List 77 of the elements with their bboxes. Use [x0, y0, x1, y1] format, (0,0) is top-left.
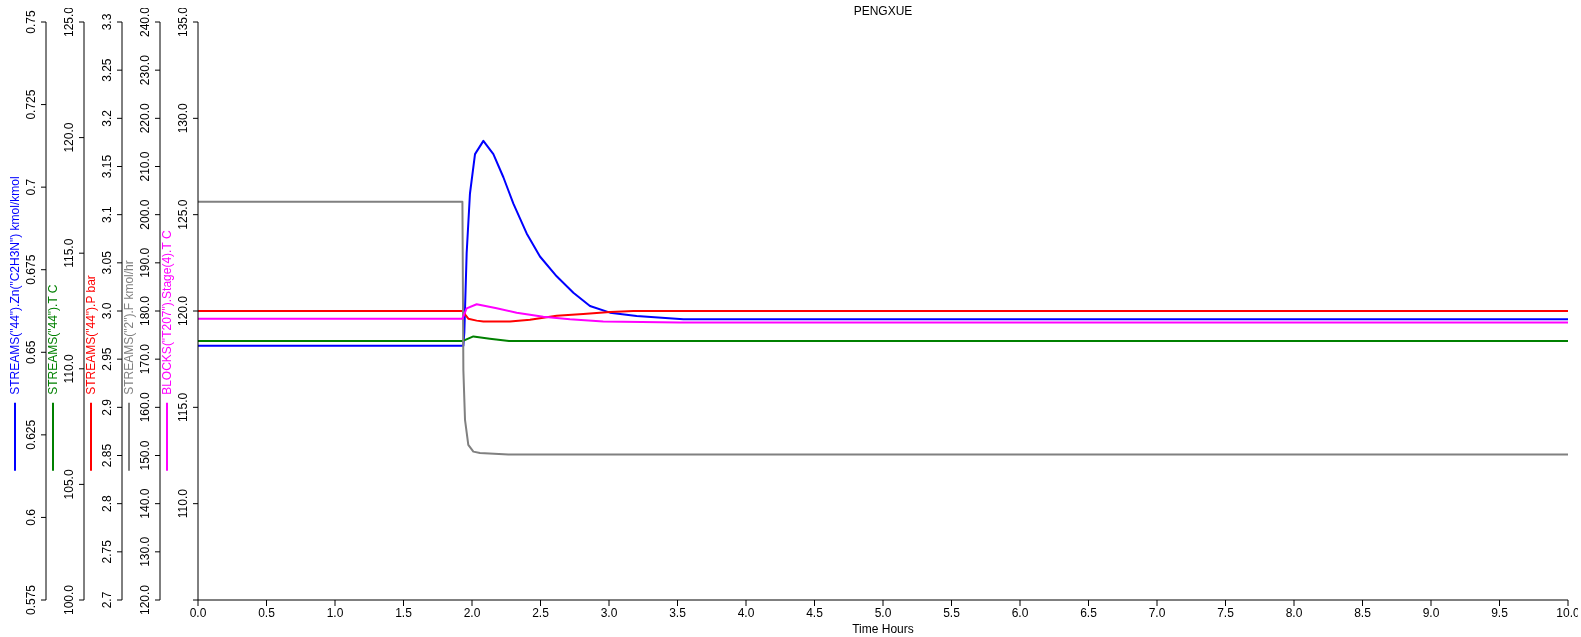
y3-tick-label: 2.95 — [100, 347, 114, 371]
y2-tick-label: 115.0 — [176, 392, 190, 422]
y3-tick-label: 2.75 — [100, 539, 114, 564]
y-tick-label: 0.65 — [24, 340, 38, 364]
y3-tick-label: 3.2 — [100, 109, 114, 127]
x-tick-label: 5.5 — [943, 605, 961, 620]
text: STREAMS("2").F kmol/hr — [122, 260, 136, 395]
y-tick-label: 160.0 — [138, 391, 152, 423]
y3-tick-label: 2.7 — [100, 591, 114, 609]
x-tick-label: 0.0 — [189, 605, 207, 620]
text: STREAMS("44").T C — [46, 284, 60, 395]
y3-tick-label: 3.3 — [100, 13, 114, 31]
x-tick-label: 7.0 — [1148, 605, 1166, 620]
y-tick-label: 210.0 — [138, 151, 152, 182]
text: STREAMS("44").Zn("C2H3N") kmol/kmol — [8, 176, 22, 395]
y-tick-label: 0.575 — [24, 584, 38, 616]
y-tick-label: 150.0 — [138, 440, 152, 471]
y-tick-label: 120.0 — [138, 584, 152, 616]
y3-tick-label: 3.05 — [100, 250, 114, 275]
y2-tick-label: 125.0 — [62, 6, 76, 38]
y2-tick-label: 105.0 — [62, 469, 76, 500]
x-tick-label: 5.0 — [874, 605, 892, 620]
y3-tick-label: 2.9 — [100, 398, 114, 416]
line-series — [198, 200, 1568, 456]
x-tick-label: 0.5 — [258, 605, 276, 620]
y3-tick-label: 2.8 — [100, 495, 114, 513]
y-tick-label: 240.0 — [138, 6, 152, 38]
x-tick-label: 6.0 — [1011, 605, 1029, 620]
y-tick-label: 200.0 — [138, 199, 152, 230]
y-tick-label: 0.625 — [24, 419, 38, 450]
y2-tick-label: 135.0 — [176, 6, 190, 38]
y2-tick-label: 115.0 — [62, 238, 76, 268]
y2-tick-label: 110.0 — [62, 353, 76, 384]
y-tick-label: 130.0 — [138, 536, 152, 567]
y3-tick-label: 3.25 — [100, 58, 114, 82]
y-tick-label: 0.6 — [24, 508, 38, 526]
x-tick-label: 7.5 — [1217, 605, 1235, 620]
y-tick-label: 230.0 — [138, 54, 152, 86]
chart-title: PENGXUE — [852, 4, 914, 18]
x-tick-label: 1.5 — [395, 605, 413, 620]
x-tick-label: 6.5 — [1080, 605, 1098, 620]
y3-tick-label: 3.15 — [100, 154, 114, 179]
y-tick-label: 0.7 — [24, 178, 38, 196]
y-tick-label: 140.0 — [138, 488, 152, 519]
y3-tick-label: 3.1 — [100, 206, 114, 224]
y3-tick-label: 2.85 — [100, 443, 114, 468]
y2-tick-label: 120.0 — [176, 295, 190, 327]
text: STREAMS("44").P bar — [84, 275, 98, 395]
x-tick-label: 2.0 — [463, 605, 481, 620]
y-tick-label: 220.0 — [138, 102, 152, 134]
line-series — [198, 310, 1568, 323]
line-series — [198, 303, 1568, 324]
y-tick-label: 0.75 — [24, 10, 38, 34]
x-tick-label: 9.5 — [1491, 605, 1509, 620]
x-tick-label: 4.0 — [737, 605, 755, 620]
x-tick-label: 9.0 — [1422, 605, 1440, 620]
x-tick-label: 2.5 — [532, 605, 550, 620]
x-tick-label: 3.0 — [600, 605, 618, 620]
x-tick-label: 8.0 — [1285, 605, 1303, 620]
y-tick-label: 0.725 — [24, 89, 38, 120]
y-tick-label: 180.0 — [138, 295, 152, 327]
y-tick-label: 170.0 — [138, 343, 152, 375]
y2-tick-label: 100.0 — [62, 584, 76, 616]
y2-tick-label: 130.0 — [176, 102, 190, 134]
x-tick-label: 4.5 — [806, 605, 824, 620]
y2-tick-label: 110.0 — [176, 488, 190, 519]
x-tick-label: 1.0 — [326, 605, 344, 620]
line-series — [198, 139, 1568, 347]
y-tick-label: 0.675 — [24, 254, 38, 285]
x-tick-label: 8.5 — [1354, 605, 1372, 620]
x-axis-title: Time Hours — [852, 622, 914, 636]
y2-tick-label: 120.0 — [62, 122, 76, 153]
y-tick-label: 190.0 — [138, 247, 152, 278]
text: BLOCKS("T207").Stage(4).T C — [160, 230, 174, 395]
x-tick-label: 3.5 — [669, 605, 687, 620]
y3-tick-label: 3.0 — [100, 302, 114, 320]
y2-tick-label: 125.0 — [176, 199, 190, 230]
